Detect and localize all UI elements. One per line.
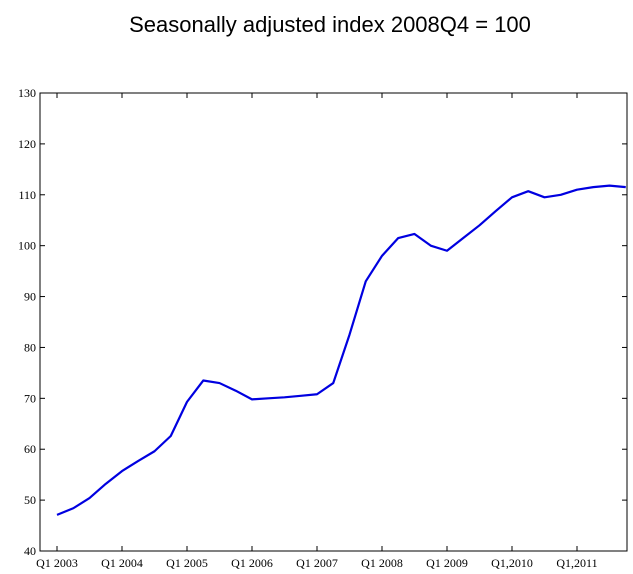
x-tick-label: Q1 2009 [426, 556, 468, 570]
data-line [56, 184, 626, 516]
x-tick-label: Q1 2003 [36, 556, 78, 570]
x-tick-label: Q1 2006 [231, 556, 273, 570]
x-tick-label: Q1 2008 [361, 556, 403, 570]
x-tick-label: Q1 2004 [101, 556, 143, 570]
x-tick-label: Q1 2007 [296, 556, 338, 570]
y-tick-label: 100 [18, 239, 36, 253]
y-tick-label: 50 [24, 493, 36, 507]
y-tick-label: 110 [18, 188, 36, 202]
y-tick-label: 130 [18, 86, 36, 100]
y-tick-label: 80 [24, 340, 36, 354]
y-tick-label: 60 [24, 442, 36, 456]
y-tick-label: 40 [24, 544, 36, 558]
y-tick-label: 120 [18, 137, 36, 151]
plot-frame [39, 92, 628, 552]
x-tick-label: Q1,2010 [491, 556, 533, 570]
chart-title: Seasonally adjusted index 2008Q4 = 100 [129, 12, 531, 37]
x-tick-label: Q1,2011 [556, 556, 597, 570]
x-tick-label: Q1 2005 [166, 556, 208, 570]
y-tick-label: 70 [24, 391, 36, 405]
y-tick-label: 90 [24, 290, 36, 304]
